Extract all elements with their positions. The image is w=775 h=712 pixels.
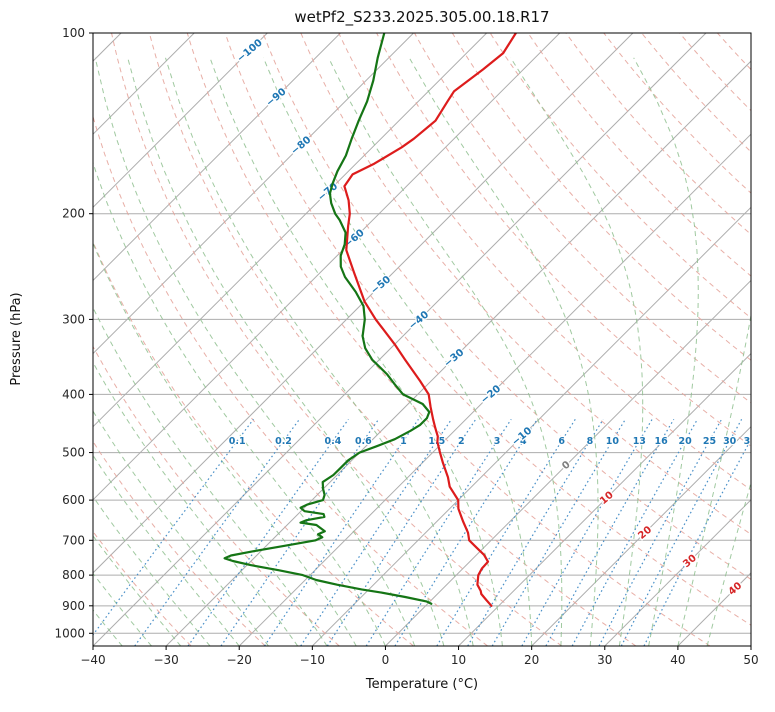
mixing-ratio-label: 6 xyxy=(558,436,565,447)
mixing-ratio-labels: 0.1 0.2 0.4 0.6 1 1.5 2 3 4 6 8 10 13 16 20 25 30 36 xyxy=(228,435,758,448)
isotherm-label: −100 xyxy=(235,37,265,64)
dry-adiabat-lines xyxy=(93,33,751,646)
mixing-ratio-label: 2 xyxy=(458,436,465,447)
isotherm-label: −80 xyxy=(289,135,313,158)
y-axis-label: Pressure (hPa) xyxy=(9,292,24,385)
mixing-ratio-label: 0.2 xyxy=(275,436,292,447)
isotherm-label: −90 xyxy=(264,86,288,109)
y-tick-label: 800 xyxy=(62,568,85,582)
isotherm-label: −30 xyxy=(442,347,466,370)
chart-title: wetPf2_S233.2025.305.00.18.R17 xyxy=(294,8,549,27)
isotherm-label: −20 xyxy=(479,383,503,406)
mixing-ratio-label: 16 xyxy=(655,436,669,447)
moist-adiabat-lines xyxy=(93,57,751,646)
isotherm-label: −40 xyxy=(407,309,431,332)
isotherm-label: −50 xyxy=(369,274,393,297)
mixing-ratio-label: 3 xyxy=(494,436,501,447)
plot-frame xyxy=(92,32,752,647)
y-tick-label: 1000 xyxy=(54,626,85,640)
x-tick-label: 30 xyxy=(597,653,612,667)
x-tick-label: 40 xyxy=(670,653,685,667)
x-axis-label: Temperature (°C) xyxy=(365,677,478,692)
mixing-ratio-label: 13 xyxy=(633,436,646,447)
x-tick-label: 50 xyxy=(743,653,758,667)
mixing-ratio-label: 25 xyxy=(703,436,716,447)
x-tick-label: −30 xyxy=(153,653,178,667)
x-axis: −40 −30 −20 −10 0 10 20 30 40 50 xyxy=(80,646,759,667)
y-tick-label: 100 xyxy=(62,26,85,40)
chart-layers: 0.1 0.2 0.4 0.6 1 1.5 2 3 4 6 8 10 13 16 20 25 30 36−100−… xyxy=(54,26,759,667)
mixing-ratio-label: 0.6 xyxy=(355,436,372,447)
y-tick-label: 600 xyxy=(62,493,85,507)
mixing-ratio-lines xyxy=(93,418,751,646)
dewpoint-curve xyxy=(223,33,433,605)
mixing-ratio-label: 1 xyxy=(400,436,407,447)
x-tick-label: 20 xyxy=(524,653,539,667)
mixing-ratio-label: 30 xyxy=(723,436,737,447)
y-tick-label: 300 xyxy=(62,312,85,326)
isotherm-lines xyxy=(93,33,751,646)
mixing-ratio-label: 4 xyxy=(520,436,527,447)
x-tick-label: −10 xyxy=(300,653,325,667)
y-tick-label: 700 xyxy=(62,533,85,547)
y-axis: 100 200 300 400 500 600 700 800 900 1000 xyxy=(54,26,93,640)
temperature-curve xyxy=(343,33,517,607)
mixing-ratio-label: 0.1 xyxy=(229,436,246,447)
x-tick-label: −20 xyxy=(227,653,252,667)
mixing-ratio-label: 10 xyxy=(606,436,620,447)
x-tick-label: 10 xyxy=(451,653,466,667)
pressure-gridlines xyxy=(93,33,751,634)
x-tick-label: 0 xyxy=(382,653,390,667)
y-tick-label: 200 xyxy=(62,207,85,221)
isotherm-label: −70 xyxy=(316,181,340,204)
mixing-ratio-label: 8 xyxy=(587,436,594,447)
y-tick-label: 500 xyxy=(62,446,85,460)
mixing-ratio-label: 0.4 xyxy=(324,436,341,447)
y-tick-label: 900 xyxy=(62,599,85,613)
mixing-ratio-label: 20 xyxy=(678,436,692,447)
mixing-ratio-label: 36 xyxy=(744,436,758,447)
y-tick-label: 400 xyxy=(62,387,85,401)
x-tick-label: −40 xyxy=(80,653,105,667)
